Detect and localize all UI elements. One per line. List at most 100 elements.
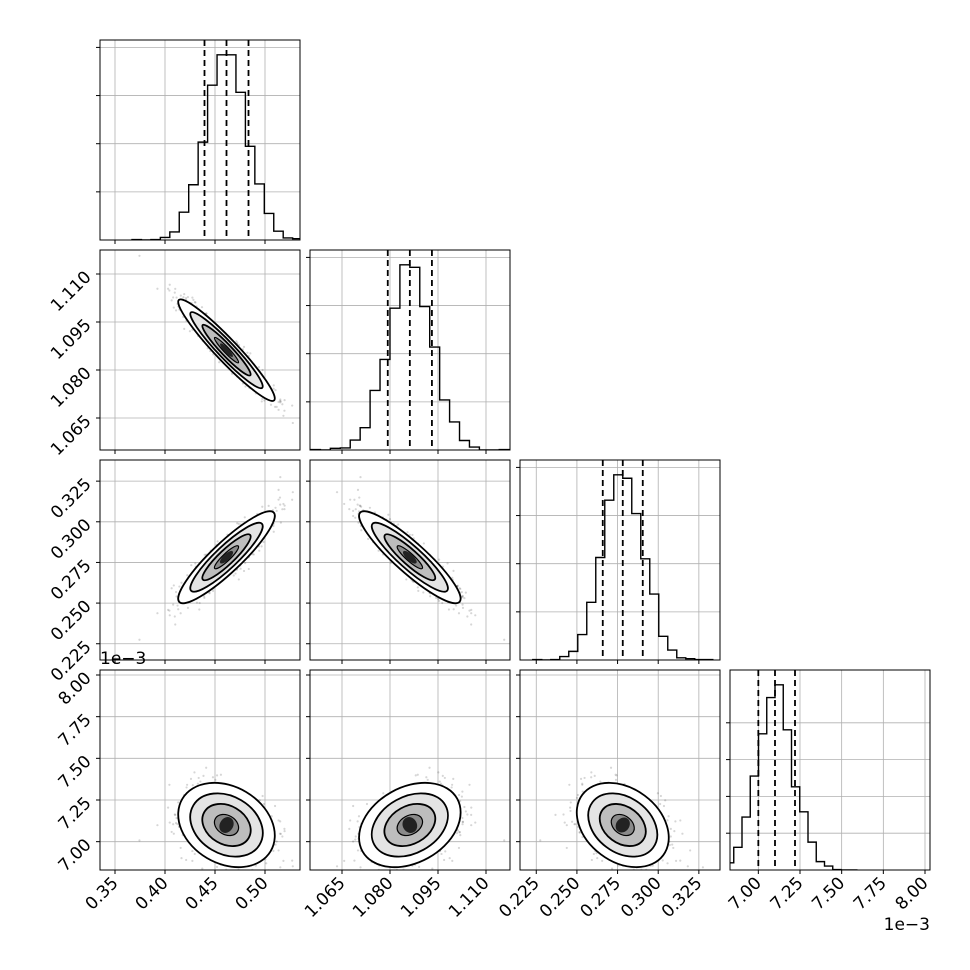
scatter-point [463,597,466,600]
histogram-panel-1 [306,249,511,454]
density-peak [219,550,234,564]
scatter-point [241,878,243,880]
scatter-point [281,403,284,406]
scatter-point [244,385,247,388]
scatter-point [279,401,282,404]
scatter-point [179,294,182,297]
gridlines [100,250,300,450]
scatter-point [277,819,280,822]
scatter-point [461,603,464,606]
scatter-point [179,612,182,615]
scatter-point [168,821,171,824]
scatter-point [452,569,455,572]
scatter-point [172,306,175,309]
y-tick-label: 0.300 [47,515,96,564]
scatter-point [191,849,194,853]
scatter-point [246,351,249,354]
scatter-point [277,488,280,491]
scatter-point [243,516,246,519]
scatter-point [166,287,170,290]
scatter-point [272,384,275,387]
scatter-point [173,813,176,816]
scatter-point [356,503,359,506]
scatter-point [277,849,280,852]
scatter-point [343,502,346,506]
scatter-point [416,586,419,589]
scatter-point [179,846,182,850]
scatter-point [261,397,264,400]
scatter-point [242,345,246,348]
scatter-point [173,291,176,294]
scatter-point [193,852,196,856]
gridlines [520,467,720,613]
panel-frame [99,459,301,661]
scatter-point [261,368,264,372]
scatter-point [236,341,239,344]
scatter-point [173,615,176,618]
scatter-point [265,862,268,865]
scatter-point [461,594,464,598]
scatter-point [172,584,175,587]
scatter-point [279,400,282,403]
scatter-point [170,830,173,834]
y-tick-label: 0.250 [47,596,96,645]
scatter-point [422,542,425,545]
scatter-point [168,289,171,292]
scatter-point [359,475,362,479]
scatter-point [193,771,196,774]
scatter-point [417,589,420,592]
gridlines [100,47,300,193]
scatter-point [202,774,205,777]
scatter-point [272,387,275,390]
scatter-point [215,774,219,777]
scatter-point [349,498,352,501]
y-tick-label: 0.325 [47,475,96,524]
scatter-point [291,865,294,868]
density-peak [220,343,233,357]
scatter-point [461,596,464,599]
scatter-point [272,524,275,528]
scatter-point [257,365,261,369]
scatter-point [456,584,460,587]
scatter-point [260,400,263,403]
scatter-point [275,509,278,512]
scatter-point [388,518,392,521]
scatter-point [198,608,201,611]
scatter-point [166,608,170,611]
scatter-point [175,595,178,598]
scatter-point [236,522,239,525]
scatter-point [429,595,432,598]
scatter-point [283,409,286,412]
scatter-point [219,773,223,776]
scatter-point [470,623,473,626]
y-tick-label: 1.080 [47,363,96,412]
scatter-point [138,254,141,257]
scatter-point [291,859,294,862]
scatter-point [451,576,454,579]
scatter-point [172,823,175,826]
scatter-point [408,533,411,536]
scatter-point [359,504,362,508]
scatter-point [197,776,200,780]
scatter-point [189,777,193,780]
scatter-point [174,822,178,825]
scatter-point [437,597,440,601]
scatter-point [452,608,455,611]
panel-frame [519,459,721,661]
scatter-point [168,783,171,786]
scatter-point [278,399,282,402]
scatter-point [263,399,266,402]
scatter-point [170,587,173,590]
panel-frame [309,459,511,661]
scatter-point [455,604,458,607]
scatter-point [357,521,360,524]
scatter-point [367,537,370,541]
scatter-point [261,505,264,508]
scatter-point [194,562,197,565]
scatter-point [468,609,471,612]
scatter-point [261,794,264,798]
scatter-point [174,309,178,312]
scatter-point [198,601,201,605]
scatter-point [461,595,464,598]
